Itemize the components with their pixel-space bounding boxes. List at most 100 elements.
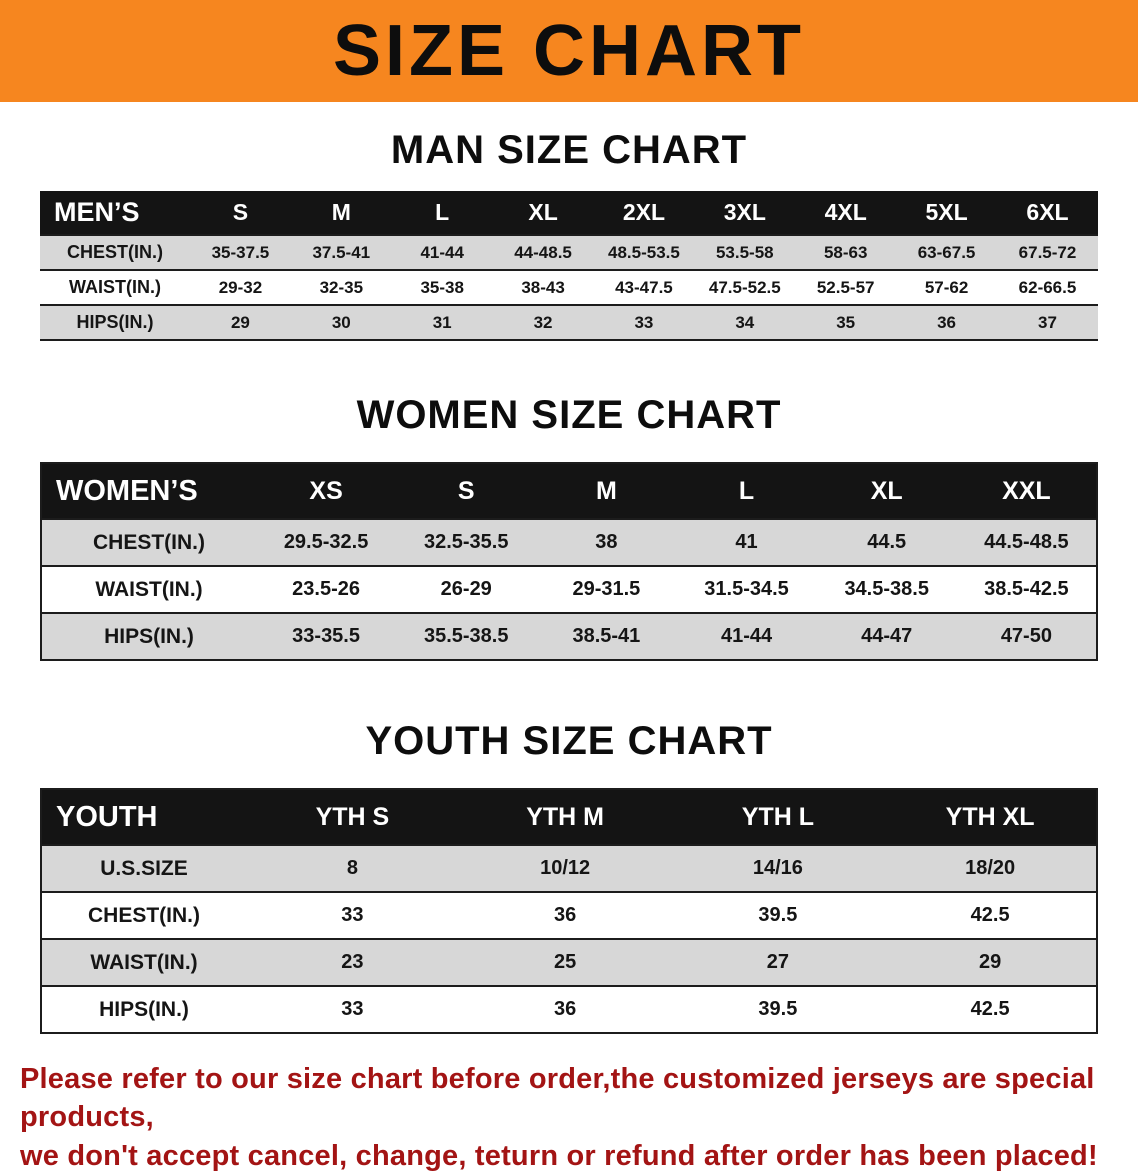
cell-value: 29-32 [190, 269, 291, 306]
table-corner-label: WOMEN’S [41, 463, 256, 519]
cell-value: 38.5-41 [536, 612, 677, 661]
table-corner-label: YOUTH [41, 789, 246, 845]
cell-value: 48.5-53.5 [593, 234, 695, 271]
cell-value: 8 [246, 844, 459, 893]
youth-size-table: YOUTH YTH S YTH M YTH L YTH XL U.S.SIZE 8 10/12… [40, 788, 1098, 1034]
cell-value: 23 [246, 938, 459, 987]
men-size-section: MAN SIZE CHART MEN’S S M L XL 2XL 3XL 4XL 5XL 6XL… [0, 128, 1138, 341]
table-row: CHEST(IN.) 29.5-32.5 32.5-35.5 38 41 44.5 44.5… [41, 518, 1097, 567]
cell-value: 34 [694, 304, 796, 341]
cell-value: 34.5-38.5 [816, 565, 957, 614]
column-header: XL [492, 191, 594, 235]
cell-value: 47-50 [956, 612, 1097, 661]
men-section-title: MAN SIZE CHART [390, 128, 748, 172]
cell-value: 52.5-57 [795, 269, 897, 306]
cell-value: 35.5-38.5 [396, 612, 537, 661]
cell-value: 41 [676, 518, 817, 567]
cell-value: 36 [896, 304, 997, 341]
cell-value: 10/12 [458, 844, 672, 893]
table-row: CHEST(IN.) 33 36 39.5 42.5 [41, 891, 1097, 940]
table-corner-label: MEN’S [40, 191, 190, 235]
column-header: 4XL [795, 191, 897, 235]
cell-value: 31.5-34.5 [676, 565, 817, 614]
cell-value: 27 [671, 938, 885, 987]
row-label: WAIST(IN.) [41, 565, 256, 614]
cell-value: 35 [795, 304, 897, 341]
cell-value: 42.5 [884, 891, 1097, 940]
cell-value: 42.5 [884, 985, 1097, 1034]
column-header: XXL [956, 463, 1097, 519]
row-label: CHEST(IN.) [41, 518, 256, 567]
cell-value: 44-48.5 [492, 234, 594, 271]
cell-value: 38.5-42.5 [956, 565, 1097, 614]
row-label: WAIST(IN.) [41, 938, 246, 987]
cell-value: 32-35 [290, 269, 392, 306]
footer-note: Please refer to our size chart before or… [20, 1060, 1118, 1175]
cell-value: 33 [593, 304, 695, 341]
cell-value: 18/20 [884, 844, 1097, 893]
table-row: CHEST(IN.) 35-37.5 37.5-41 41-44 44-48.5 48.5… [40, 234, 1098, 271]
cell-value: 47.5-52.5 [694, 269, 796, 306]
cell-value: 38-43 [492, 269, 594, 306]
cell-value: 37.5-41 [290, 234, 392, 271]
table-row: WAIST(IN.) 29-32 32-35 35-38 38-43 43-47.5 47.… [40, 269, 1098, 306]
cell-value: 43-47.5 [593, 269, 695, 306]
cell-value: 39.5 [671, 985, 885, 1034]
cell-value: 32 [492, 304, 594, 341]
cell-value: 63-67.5 [896, 234, 997, 271]
column-header: 2XL [593, 191, 695, 235]
table-row: HIPS(IN.) 29 30 31 32 33 34 35 36 37 [40, 304, 1098, 341]
cell-value: 44-47 [816, 612, 957, 661]
cell-value: 32.5-35.5 [396, 518, 537, 567]
cell-value: 25 [458, 938, 672, 987]
cell-value: 14/16 [671, 844, 885, 893]
cell-value: 39.5 [671, 891, 885, 940]
row-label: U.S.SIZE [41, 844, 246, 893]
cell-value: 29.5-32.5 [256, 518, 397, 567]
column-header: 6XL [997, 191, 1098, 235]
cell-value: 30 [290, 304, 392, 341]
cell-value: 26-29 [396, 565, 537, 614]
footer-line-2: we don't accept cancel, change, teturn o… [20, 1139, 1098, 1172]
women-section-title: WOMEN SIZE CHART [356, 393, 782, 437]
banner: SIZE CHART [0, 0, 1138, 102]
cell-value: 35-38 [391, 269, 493, 306]
cell-value: 37 [997, 304, 1098, 341]
column-header: S [396, 463, 537, 519]
table-row: WAIST(IN.) 23.5-26 26-29 29-31.5 31.5-34.5 34… [41, 565, 1097, 614]
table-header-row: MEN’S S M L XL 2XL 3XL 4XL 5XL 6XL [40, 191, 1098, 235]
cell-value: 33 [246, 985, 459, 1034]
cell-value: 23.5-26 [256, 565, 397, 614]
cell-value: 41-44 [391, 234, 493, 271]
cell-value: 29-31.5 [536, 565, 677, 614]
table-header-row: YOUTH YTH S YTH M YTH L YTH XL [41, 789, 1097, 845]
table-row: HIPS(IN.) 33 36 39.5 42.5 [41, 985, 1097, 1034]
cell-value: 62-66.5 [997, 269, 1098, 306]
cell-value: 36 [458, 985, 672, 1034]
column-header: XS [256, 463, 397, 519]
row-label: HIPS(IN.) [40, 304, 190, 341]
cell-value: 58-63 [795, 234, 897, 271]
column-header: XL [816, 463, 957, 519]
table-row: WAIST(IN.) 23 25 27 29 [41, 938, 1097, 987]
column-header: YTH M [458, 789, 672, 845]
cell-value: 29 [190, 304, 291, 341]
column-header: 5XL [896, 191, 997, 235]
page-title: SIZE CHART [333, 11, 805, 91]
table-row: HIPS(IN.) 33-35.5 35.5-38.5 38.5-41 41-44 44-… [41, 612, 1097, 661]
column-header: YTH S [246, 789, 459, 845]
footer-line-1: Please refer to our size chart before or… [20, 1063, 1095, 1134]
youth-section-title: YOUTH SIZE CHART [365, 719, 773, 763]
cell-value: 36 [458, 891, 672, 940]
column-header: L [391, 191, 493, 235]
column-header: YTH XL [884, 789, 1097, 845]
column-header: M [290, 191, 392, 235]
column-header: YTH L [671, 789, 885, 845]
table-header-row: WOMEN’S XS S M L XL XXL [41, 463, 1097, 519]
cell-value: 31 [391, 304, 493, 341]
column-header: 3XL [694, 191, 796, 235]
table-row: U.S.SIZE 8 10/12 14/16 18/20 [41, 844, 1097, 893]
column-header: L [676, 463, 817, 519]
youth-size-section: YOUTH SIZE CHART YOUTH YTH S YTH M YTH L YTH… [0, 719, 1138, 1034]
cell-value: 33-35.5 [256, 612, 397, 661]
